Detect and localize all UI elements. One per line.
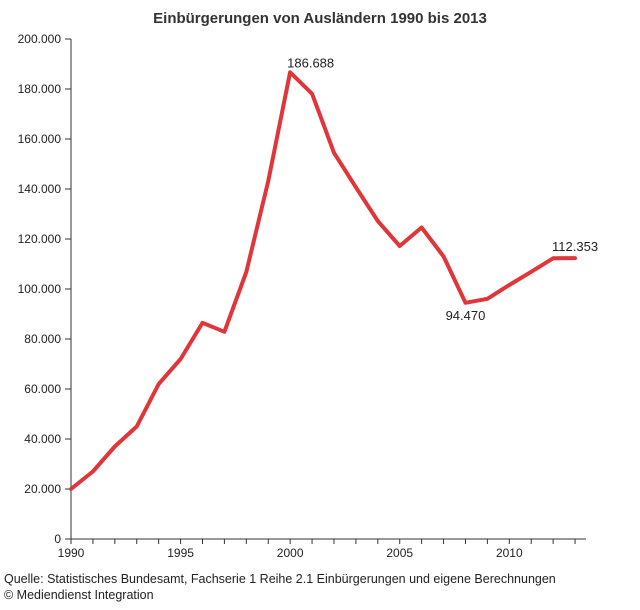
- copyright-line: © Mediendienst Integration: [4, 588, 154, 602]
- y-tick-label: 20.000: [24, 482, 61, 496]
- data-label: 112.353: [552, 239, 598, 254]
- data-labels: 186.688 94.470 112.353: [287, 55, 598, 323]
- data-label: 186.688: [287, 55, 334, 70]
- y-tick-label: 80.000: [24, 332, 61, 346]
- data-label: 94.470: [446, 308, 486, 323]
- line-chart: 0 20.000 40.000 60.000 80.000 100.000 120.000 1…: [18, 32, 598, 560]
- x-axis: 1990 1995 2000 2005 2010: [58, 538, 586, 560]
- source-line: Quelle: Statistisches Bundesamt, Fachser…: [4, 572, 556, 586]
- y-tick-label: 160.000: [18, 132, 62, 146]
- x-tick-label: 2000: [277, 546, 304, 560]
- source-note: Quelle: Statistisches Bundesamt, Fachser…: [4, 571, 556, 603]
- x-tick-label: 2005: [386, 546, 413, 560]
- series-group: [69, 70, 577, 491]
- y-tick-label: 200.000: [18, 32, 62, 46]
- x-tick-label: 1990: [58, 546, 85, 560]
- y-tick-label: 120.000: [18, 232, 62, 246]
- y-axis: 0 20.000 40.000 60.000 80.000 100.000 120.000 1…: [18, 32, 72, 546]
- y-tick-label: 40.000: [24, 432, 61, 446]
- y-tick-label: 140.000: [18, 182, 62, 196]
- chart-title: Einbürgerungen von Ausländern 1990 bis 2…: [153, 10, 487, 27]
- y-tick-label: 100.000: [18, 282, 62, 296]
- series-line: [69, 70, 577, 491]
- x-tick-label: 2010: [496, 546, 523, 560]
- y-tick-label: 60.000: [24, 382, 61, 396]
- y-tick-label: 0: [54, 532, 61, 546]
- x-tick-label: 1995: [167, 546, 194, 560]
- y-tick-label: 180.000: [18, 82, 62, 96]
